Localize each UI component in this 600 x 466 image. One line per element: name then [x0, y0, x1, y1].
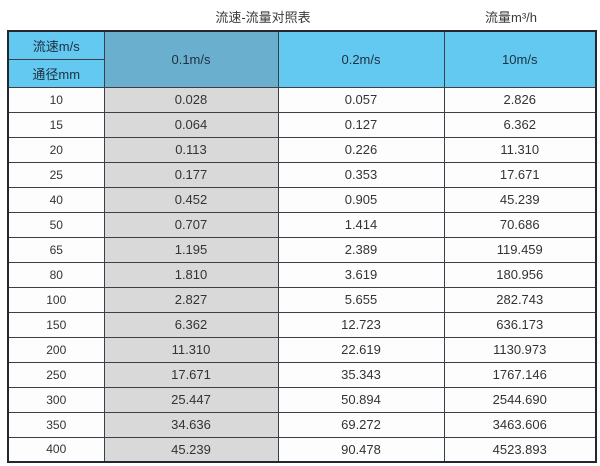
diameter-cell: 50: [7, 211, 105, 238]
flow-value-cell: 17.671: [443, 161, 597, 188]
diameter-cell: 25: [7, 161, 105, 188]
table-row: 40 0.452 0.905 45.239: [7, 186, 597, 213]
table-row: 20 0.113 0.226 11.310: [7, 136, 597, 163]
diameter-cell: 300: [7, 386, 105, 413]
table-row: 80 1.810 3.619 180.956: [7, 261, 597, 288]
flow-rate-table: 流速m/s 0.1m/s 0.2m/s 10m/s 通径mm 10 0.028 0.…: [7, 30, 597, 463]
flow-value-cell: 1.414: [277, 211, 445, 238]
flow-value-cell: 45.239: [103, 436, 279, 463]
flow-value-cell: 6.362: [103, 311, 279, 338]
title-bar: 流速-流量对照表 流量m³/h: [0, 0, 600, 30]
flow-value-cell: 2.827: [103, 286, 279, 313]
flow-value-cell: 25.447: [103, 386, 279, 413]
diameter-cell: 250: [7, 361, 105, 388]
table-title: 流速-流量对照表: [215, 10, 311, 25]
diameter-cell: 150: [7, 311, 105, 338]
diameter-cell: 350: [7, 411, 105, 438]
header-velocity-label: 流速m/s: [7, 30, 105, 60]
flow-value-cell: 0.226: [277, 136, 445, 163]
header-col-10ms: 10m/s: [443, 30, 597, 88]
flow-value-cell: 282.743: [443, 286, 597, 313]
header-col-0.1ms: 0.1m/s: [103, 30, 279, 88]
flow-value-cell: 119.459: [443, 236, 597, 263]
flow-value-cell: 50.894: [277, 386, 445, 413]
flow-value-cell: 180.956: [443, 261, 597, 288]
table-row: 400 45.239 90.478 4523.893: [7, 436, 597, 463]
flow-value-cell: 35.343: [277, 361, 445, 388]
flow-value-cell: 34.636: [103, 411, 279, 438]
diameter-cell: 10: [7, 86, 105, 113]
flow-value-cell: 1.195: [103, 236, 279, 263]
table-row: 25 0.177 0.353 17.671: [7, 161, 597, 188]
flow-value-cell: 0.177: [103, 161, 279, 188]
flow-value-cell: 3.619: [277, 261, 445, 288]
flow-value-cell: 3463.606: [443, 411, 597, 438]
diameter-cell: 20: [7, 136, 105, 163]
table-row: 100 2.827 5.655 282.743: [7, 286, 597, 313]
flow-value-cell: 0.064: [103, 111, 279, 138]
flow-value-cell: 0.127: [277, 111, 445, 138]
diameter-cell: 40: [7, 186, 105, 213]
table-header: 流速m/s 0.1m/s 0.2m/s 10m/s 通径mm: [7, 30, 597, 88]
flow-value-cell: 0.113: [103, 136, 279, 163]
flow-value-cell: 12.723: [277, 311, 445, 338]
diameter-cell: 80: [7, 261, 105, 288]
flow-value-cell: 17.671: [103, 361, 279, 388]
flow-value-cell: 0.057: [277, 86, 445, 113]
flow-unit-label: 流量m³/h: [484, 10, 538, 25]
flow-value-cell: 90.478: [277, 436, 445, 463]
diameter-cell: 400: [7, 436, 105, 463]
flow-value-cell: 45.239: [443, 186, 597, 213]
flow-value-cell: 11.310: [443, 136, 597, 163]
header-diameter-label: 通径mm: [7, 58, 105, 88]
table-row: 200 11.310 22.619 1130.973: [7, 336, 597, 363]
table-row: 250 17.671 35.343 1767.146: [7, 361, 597, 388]
flow-value-cell: 0.905: [277, 186, 445, 213]
flow-value-cell: 2.826: [443, 86, 597, 113]
table-row: 65 1.195 2.389 119.459: [7, 236, 597, 263]
flow-value-cell: 22.619: [277, 336, 445, 363]
flow-value-cell: 1130.973: [443, 336, 597, 363]
flow-value-cell: 0.707: [103, 211, 279, 238]
flow-value-cell: 2.389: [277, 236, 445, 263]
flow-value-cell: 0.028: [103, 86, 279, 113]
table-row: 10 0.028 0.057 2.826: [7, 86, 597, 113]
diameter-cell: 65: [7, 236, 105, 263]
table-row: 50 0.707 1.414 70.686: [7, 211, 597, 238]
diameter-cell: 100: [7, 286, 105, 313]
flow-value-cell: 70.686: [443, 211, 597, 238]
table-row: 15 0.064 0.127 6.362: [7, 111, 597, 138]
flow-value-cell: 4523.893: [443, 436, 597, 463]
flow-value-cell: 636.173: [443, 311, 597, 338]
flow-value-cell: 2544.690: [443, 386, 597, 413]
flow-value-cell: 11.310: [103, 336, 279, 363]
flow-value-cell: 6.362: [443, 111, 597, 138]
flow-value-cell: 1767.146: [443, 361, 597, 388]
table-row: 150 6.362 12.723 636.173: [7, 311, 597, 338]
header-col-0.2ms: 0.2m/s: [277, 30, 445, 88]
flow-value-cell: 69.272: [277, 411, 445, 438]
flow-value-cell: 0.452: [103, 186, 279, 213]
flow-value-cell: 1.810: [103, 261, 279, 288]
flow-value-cell: 5.655: [277, 286, 445, 313]
table-row: 300 25.447 50.894 2544.690: [7, 386, 597, 413]
flow-value-cell: 0.353: [277, 161, 445, 188]
table-row: 350 34.636 69.272 3463.606: [7, 411, 597, 438]
diameter-cell: 15: [7, 111, 105, 138]
table-body: 10 0.028 0.057 2.826 15 0.064 0.127 6.362 20 0.11…: [7, 86, 597, 463]
diameter-cell: 200: [7, 336, 105, 363]
